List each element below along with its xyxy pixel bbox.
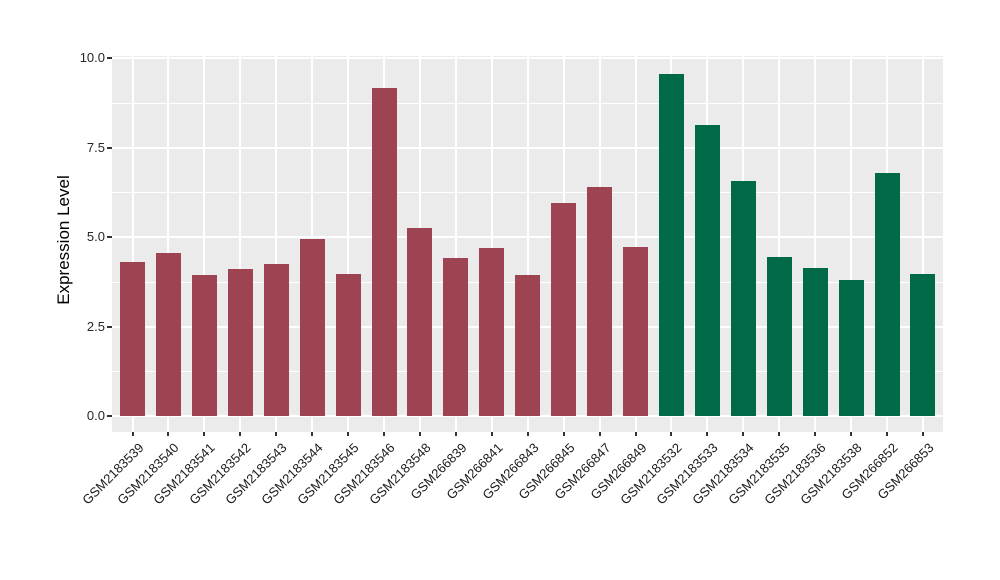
- y-tick-label: 0.0: [86, 408, 105, 423]
- x-tick-mark: [275, 432, 278, 436]
- x-tick-mark: [347, 432, 350, 436]
- bar: [155, 253, 181, 416]
- bar: [802, 267, 828, 416]
- y-tick-mark: [107, 415, 112, 417]
- x-tick-mark: [562, 432, 565, 436]
- x-tick-mark: [814, 432, 817, 436]
- bar: [551, 202, 577, 416]
- bar: [623, 247, 649, 416]
- bar: [371, 88, 397, 416]
- x-tick-mark: [490, 432, 493, 436]
- bar: [407, 228, 433, 416]
- bar: [694, 125, 720, 416]
- x-tick-mark: [778, 432, 781, 436]
- x-tick-mark: [167, 432, 170, 436]
- y-tick-label: 2.5: [86, 318, 105, 334]
- x-tick-mark: [203, 432, 206, 436]
- x-tick-mark: [850, 432, 853, 436]
- bar: [874, 172, 900, 416]
- gridline-x-major: [203, 56, 206, 432]
- y-tick-mark: [107, 57, 112, 59]
- bar: [120, 262, 145, 416]
- y-tick-mark: [107, 325, 112, 328]
- x-tick-mark: [131, 432, 134, 436]
- gridline-x-major: [778, 56, 781, 432]
- x-tick-mark: [239, 432, 242, 436]
- bar: [299, 238, 325, 416]
- gridline-x-major: [347, 56, 350, 432]
- plot-panel: [112, 56, 943, 432]
- gridline-x-major: [814, 56, 817, 432]
- y-tick-label: 10.0: [79, 50, 105, 65]
- bar: [658, 74, 684, 416]
- bar: [191, 274, 217, 416]
- bar: [335, 273, 361, 416]
- x-tick-mark: [634, 432, 637, 436]
- x-tick-mark: [526, 432, 529, 436]
- gridline-x-major: [634, 56, 637, 432]
- gridline-x-major: [275, 56, 278, 432]
- gridline-x-major: [850, 56, 853, 432]
- gridline-x-major: [921, 56, 924, 432]
- bar: [443, 258, 469, 416]
- gridline-x-major: [454, 56, 457, 432]
- x-tick-mark: [598, 432, 601, 436]
- bar: [479, 247, 505, 416]
- gridline-x-major: [131, 56, 134, 432]
- gridline-x-major: [167, 56, 170, 432]
- y-tick-mark: [107, 146, 112, 149]
- x-tick-mark: [454, 432, 457, 436]
- gridline-x-major: [526, 56, 529, 432]
- y-tick-mark: [107, 236, 112, 238]
- bar: [910, 274, 936, 416]
- x-tick-mark: [742, 432, 745, 436]
- bar: [263, 263, 289, 416]
- gridline-x-major: [490, 56, 493, 432]
- x-tick-mark: [886, 432, 889, 436]
- y-tick-label: 5.0: [86, 229, 105, 244]
- x-tick-mark: [921, 432, 924, 436]
- x-tick-mark: [670, 432, 673, 436]
- gridline-x-major: [239, 56, 242, 432]
- x-tick-mark: [706, 432, 709, 436]
- bar: [730, 180, 756, 416]
- x-tick-mark: [418, 432, 421, 436]
- bar: [227, 269, 253, 416]
- bar: [838, 279, 864, 416]
- bar: [515, 275, 541, 416]
- y-tick-label: 7.5: [86, 139, 105, 155]
- x-tick-mark: [311, 432, 314, 436]
- bar: [587, 186, 613, 416]
- bar: [766, 256, 792, 416]
- x-tick-mark: [383, 432, 385, 436]
